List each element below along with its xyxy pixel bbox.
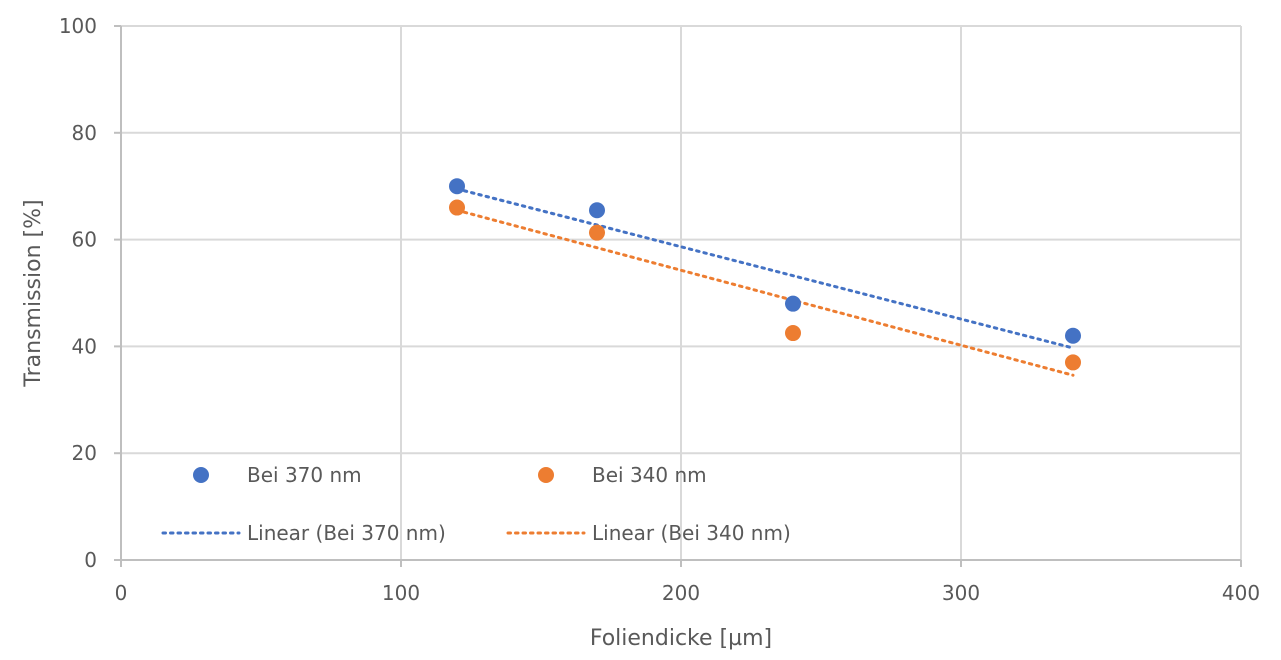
data-point-series-0 [785,295,801,312]
y-tick-label: 80 [72,121,97,145]
data-point-series-1 [785,325,801,342]
y-tick-label: 100 [59,14,97,38]
legend-label-linear-370: Linear (Bei 370 nm) [247,521,446,545]
data-point-series-0 [449,178,465,195]
y-tick-labels: 0 20 40 60 80 100 [59,14,97,572]
x-tick-label: 300 [942,581,980,605]
data-point-series-0 [1065,327,1081,344]
data-point-series-1 [449,199,465,216]
data-points [449,178,1081,371]
trendline-1 [455,208,1075,377]
x-tick-label: 400 [1222,581,1260,605]
x-tick-label: 200 [662,581,700,605]
data-point-series-1 [589,224,605,241]
legend-marker-bei-370 [193,467,209,483]
y-tick-label: 40 [72,334,97,358]
trendlines [455,187,1075,377]
legend-label-linear-340: Linear (Bei 340 nm) [592,521,791,545]
x-tick-labels: 0 100 200 300 400 [115,581,1260,605]
y-tick-label: 0 [84,548,97,572]
axes [114,25,1242,567]
data-point-series-0 [589,202,605,219]
y-tick-label: 20 [72,441,97,465]
legend-label-bei-370: Bei 370 nm [247,463,362,487]
x-tick-label: 100 [382,581,420,605]
legend-marker-bei-340 [538,467,554,483]
y-axis-title: Transmission [%] [21,199,46,387]
data-point-series-1 [1065,354,1081,371]
legend-label-bei-340: Bei 340 nm [592,463,707,487]
y-tick-label: 60 [72,228,97,252]
x-axis-title: Foliendicke [µm] [590,626,772,651]
legend: Bei 370 nm Bei 340 nm Linear (Bei 370 nm… [161,463,791,545]
trendline-0 [455,187,1075,350]
gridlines [121,25,1242,560]
x-tick-label: 0 [115,581,128,605]
